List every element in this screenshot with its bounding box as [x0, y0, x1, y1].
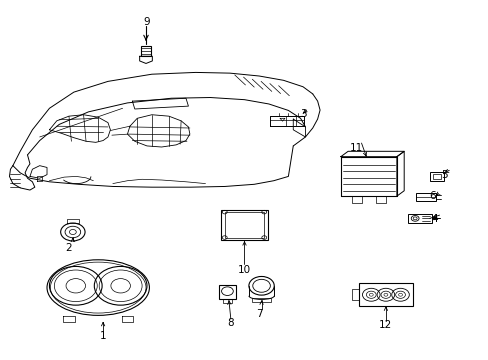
- Text: 1: 1: [100, 331, 106, 341]
- Text: 9: 9: [143, 17, 150, 27]
- Text: 2: 2: [65, 243, 72, 253]
- Bar: [141, 45, 151, 56]
- Text: 11: 11: [349, 143, 363, 153]
- Text: 12: 12: [379, 320, 392, 330]
- Bar: [358, 283, 412, 306]
- Bar: [415, 193, 435, 201]
- Text: 6: 6: [428, 191, 435, 201]
- Text: 4: 4: [430, 215, 437, 224]
- Bar: [221, 210, 267, 240]
- Bar: [219, 285, 235, 299]
- Text: 10: 10: [238, 265, 250, 275]
- Text: 5: 5: [440, 170, 447, 180]
- Bar: [407, 214, 431, 223]
- Text: 7: 7: [255, 310, 262, 319]
- Text: 3: 3: [299, 109, 305, 119]
- Bar: [252, 298, 270, 302]
- Text: 8: 8: [227, 319, 234, 328]
- Bar: [429, 172, 444, 181]
- Bar: [432, 174, 441, 179]
- Bar: [224, 212, 264, 238]
